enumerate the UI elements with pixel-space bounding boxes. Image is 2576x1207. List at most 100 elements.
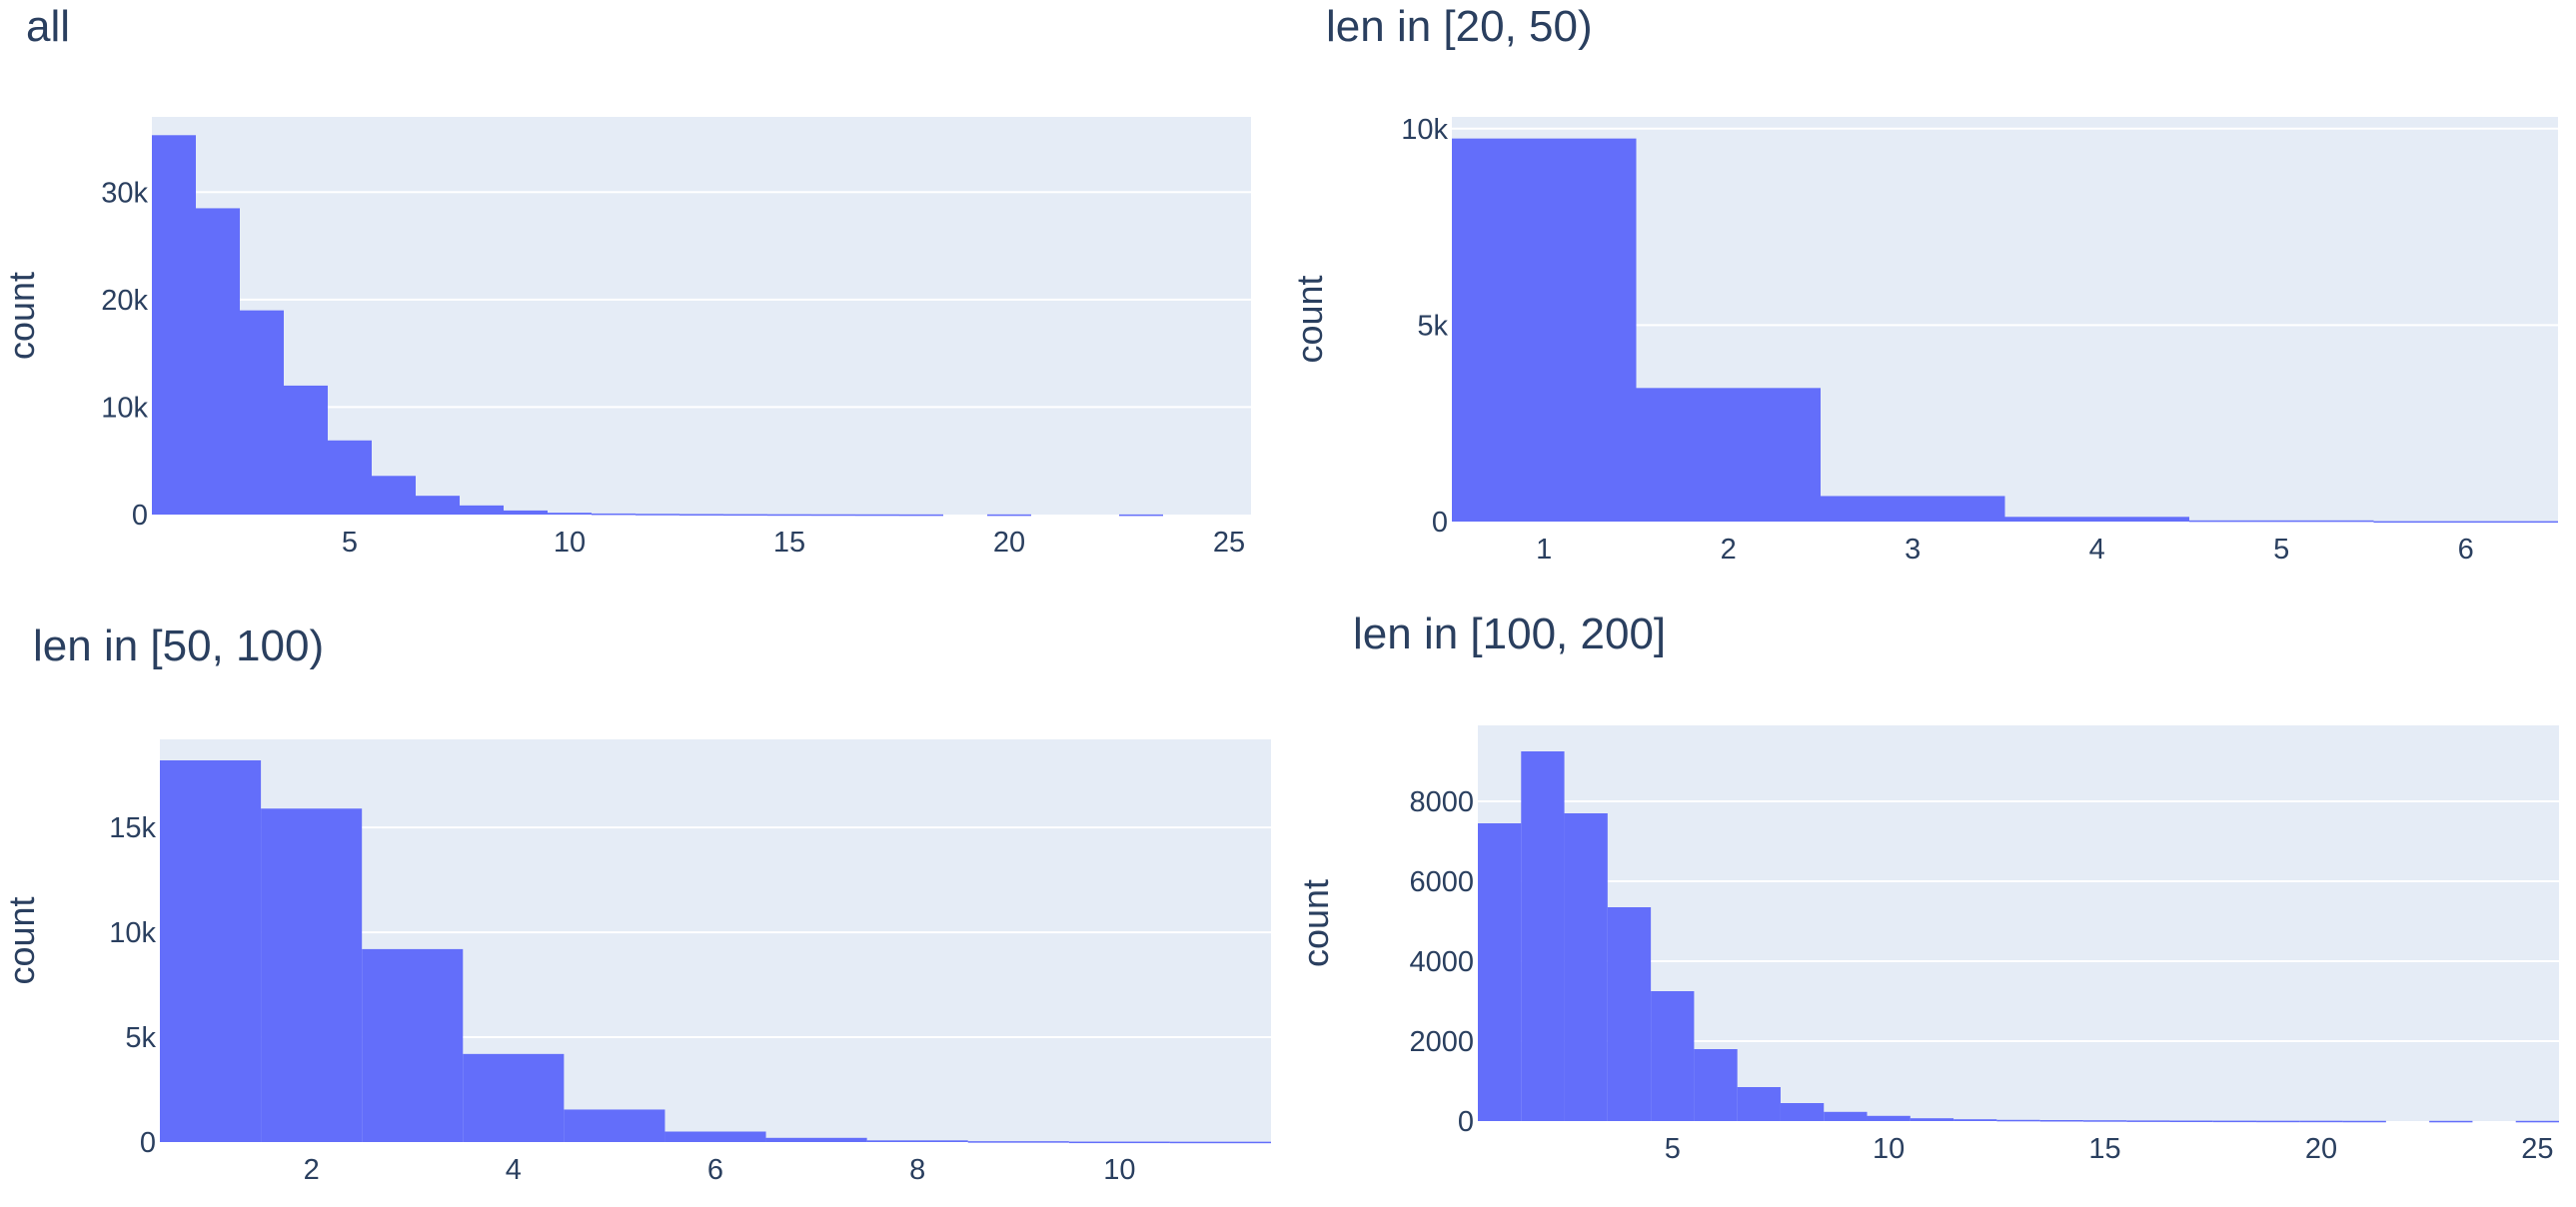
y-tick-label: 8000 xyxy=(1409,786,1474,818)
histogram-bar xyxy=(1607,907,1652,1121)
x-tick-label: 1 xyxy=(1536,534,1552,566)
x-tick-label: 5 xyxy=(2273,534,2289,566)
histogram-bar xyxy=(2429,1120,2473,1123)
histogram-bar xyxy=(1737,1087,1781,1121)
histogram-bar xyxy=(987,514,1031,517)
histogram-bar xyxy=(1651,991,1695,1121)
histogram-bar xyxy=(504,510,548,515)
x-tick-label: 3 xyxy=(1905,534,1921,566)
histogram-bar xyxy=(2256,1120,2300,1123)
chart-title: len in [50, 100) xyxy=(33,621,325,670)
chart-panel-len-100-200: len in [100, 200] 0 2000 4000 6000 8000 5 10 15… xyxy=(1288,604,2576,1207)
histogram-bar xyxy=(2515,1120,2559,1123)
y-axis-label: count xyxy=(1289,275,1330,363)
chart-title: len in [100, 200] xyxy=(1353,609,1667,658)
y-axis-label: count xyxy=(1,272,42,360)
histogram-bar xyxy=(967,1141,1069,1143)
histogram-bar xyxy=(362,948,464,1142)
histogram-len-50-100: 0 5k 10k 15k 2 4 6 8 10 count xyxy=(1,739,1271,1186)
histogram-bar xyxy=(1452,138,1637,522)
histogram-bar xyxy=(2126,1120,2170,1122)
histogram-bar xyxy=(1169,1141,1271,1144)
x-tick-label: 4 xyxy=(506,1154,522,1186)
x-tick-label: 6 xyxy=(707,1154,723,1186)
x-tick-label: 6 xyxy=(2458,534,2474,566)
x-tick-label: 8 xyxy=(909,1154,925,1186)
histogram-bar xyxy=(1478,823,1522,1121)
y-tick-label: 2000 xyxy=(1409,1026,1474,1058)
histogram-bar xyxy=(1780,1103,1825,1121)
x-tick-label: 20 xyxy=(993,527,1025,559)
x-tick-label: 15 xyxy=(773,527,805,559)
histogram-bar xyxy=(592,513,636,516)
histogram-bar xyxy=(372,476,416,515)
y-tick-label: 0 xyxy=(132,500,148,532)
histogram-bar xyxy=(1521,751,1565,1121)
x-tick-label: 2 xyxy=(1721,534,1737,566)
x-tick-label: 4 xyxy=(2089,534,2105,566)
y-tick-label: 30k xyxy=(101,177,148,209)
histogram-bar xyxy=(1953,1119,1997,1121)
histogram-len-100-200: 0 2000 4000 6000 8000 5 10 15 20 25 count xyxy=(1295,725,2559,1165)
y-tick-label: 10k xyxy=(101,392,148,424)
histogram-all: 0 10k 20k 30k 5 10 15 20 25 count xyxy=(1,117,1251,559)
y-tick-label: 5k xyxy=(125,1022,156,1054)
histogram-bar xyxy=(765,1137,867,1142)
y-axis-label: count xyxy=(1,896,42,984)
histogram-bar xyxy=(664,1131,766,1142)
histogram-bar xyxy=(723,514,767,517)
x-tick-label: 25 xyxy=(2521,1133,2553,1165)
x-tick-label: 15 xyxy=(2088,1133,2120,1165)
histogram-bar xyxy=(1694,1049,1738,1121)
histogram-bar xyxy=(240,310,284,515)
histogram-bar xyxy=(866,1140,968,1142)
histogram-bar xyxy=(160,759,262,1142)
histogram-bar xyxy=(152,135,196,515)
histogram-bar xyxy=(2169,1120,2213,1123)
histogram-bar xyxy=(2039,1120,2083,1122)
y-tick-label: 0 xyxy=(1432,507,1448,539)
x-tick-label: 25 xyxy=(1213,527,1245,559)
histogram-bar xyxy=(2299,1120,2343,1123)
histogram-bar xyxy=(811,514,855,517)
x-tick-label: 20 xyxy=(2305,1133,2337,1165)
chart-panel-all: all 0 10k 20k 30k 5 10 15 20 25 count xyxy=(0,0,1288,604)
histogram-len-20-50: 0 5k 10k 1 2 3 4 5 6 count xyxy=(1289,114,2558,566)
x-tick-label: 5 xyxy=(342,527,358,559)
histogram-bar xyxy=(679,514,723,516)
x-tick-label: 5 xyxy=(1665,1133,1681,1165)
y-tick-label: 0 xyxy=(140,1127,156,1159)
histogram-bar xyxy=(463,1053,565,1142)
histogram-bar xyxy=(899,514,943,517)
y-tick-label: 15k xyxy=(109,812,156,844)
histogram-bar xyxy=(196,208,240,515)
histogram-bar xyxy=(284,385,328,515)
histogram-bar xyxy=(2342,1120,2386,1123)
histogram-bar xyxy=(1996,1119,2040,1122)
histogram-bar xyxy=(1119,514,1163,517)
histogram-bar xyxy=(2212,1120,2257,1123)
x-tick-label: 10 xyxy=(554,527,586,559)
x-tick-label: 2 xyxy=(304,1154,320,1186)
histogram-bar xyxy=(855,514,899,517)
histogram-bar xyxy=(2373,521,2558,524)
y-axis-label: count xyxy=(1295,879,1336,967)
histogram-bar xyxy=(2082,1120,2127,1122)
histogram-bar xyxy=(1068,1141,1170,1144)
y-tick-label: 5k xyxy=(1417,310,1448,342)
y-tick-label: 10k xyxy=(109,917,156,949)
histogram-bar xyxy=(261,808,363,1142)
y-tick-label: 10k xyxy=(1401,114,1448,146)
chart-panel-len-20-50: len in [20, 50) 0 5k 10k 1 2 3 4 5 6 count xyxy=(1288,0,2576,604)
x-tick-label: 10 xyxy=(1873,1133,1905,1165)
histogram-bar xyxy=(1821,496,2005,522)
y-tick-label: 20k xyxy=(101,285,148,317)
histogram-bar xyxy=(548,513,592,515)
histogram-bar xyxy=(767,514,811,517)
histogram-bar xyxy=(1564,813,1608,1121)
histogram-bar xyxy=(636,514,679,516)
histogram-bar xyxy=(1867,1115,1911,1121)
x-tick-label: 10 xyxy=(1103,1154,1135,1186)
chart-title: all xyxy=(26,2,71,51)
histogram-bar xyxy=(2004,517,2189,522)
